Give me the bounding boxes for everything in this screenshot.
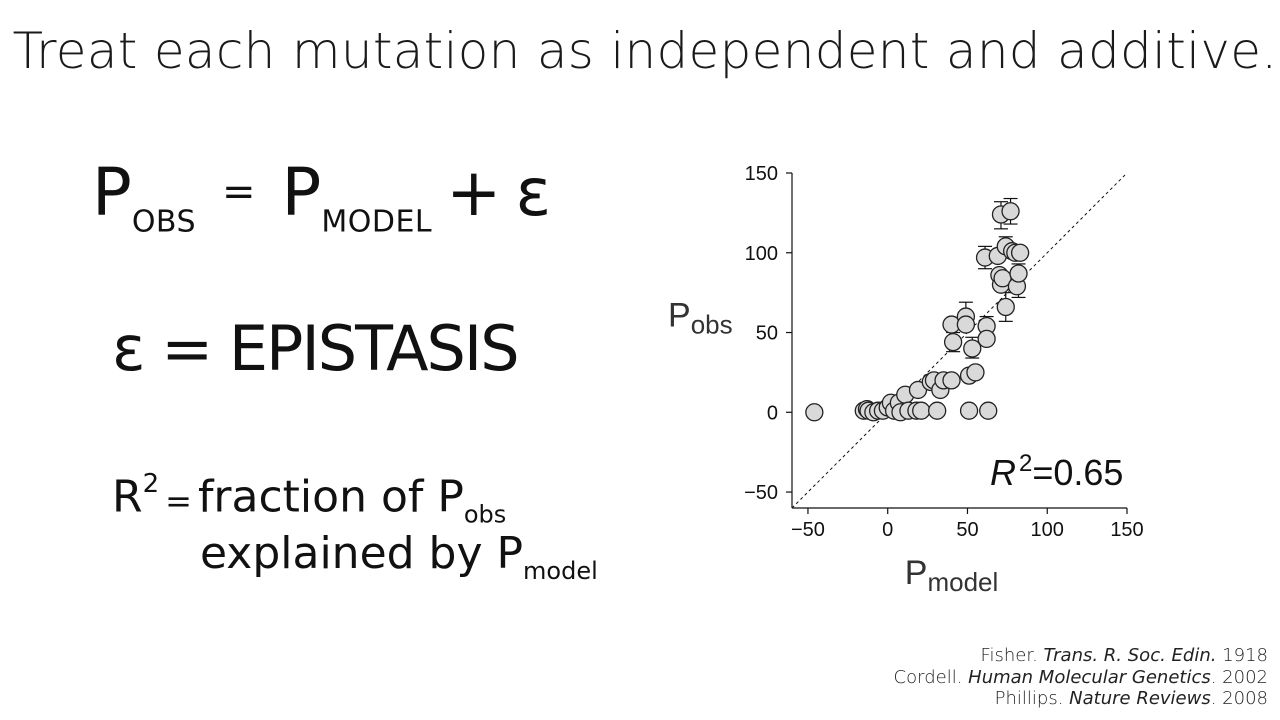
x-tick-label: 50 xyxy=(956,519,978,541)
data-point xyxy=(912,401,931,420)
data-point xyxy=(805,403,824,422)
model-subscript: MODEL xyxy=(321,204,433,240)
data-point xyxy=(1001,202,1020,221)
y-tick-label: 150 xyxy=(745,163,778,185)
x-tick-label: 100 xyxy=(1031,519,1064,541)
r-squared-annotation: R 2=0.65 xyxy=(990,450,1123,493)
y-tick-label: 100 xyxy=(745,243,778,265)
r-superscript: 2 xyxy=(142,469,160,499)
obs-subscript: OBS xyxy=(131,204,197,240)
r-symbol: R xyxy=(112,471,143,523)
data-point xyxy=(928,401,947,420)
y-tick-label: −50 xyxy=(744,482,778,504)
data-point xyxy=(943,332,963,352)
chart-axes: −50 0 50 100 150 −50 0 50 100 150 Pmodel Pobs xyxy=(668,163,1144,597)
data-point xyxy=(942,371,961,390)
p-symbol-model: P xyxy=(281,154,322,231)
slide-title: Treat each mutation as independent and a… xyxy=(12,22,1278,80)
reference-fisher: Fisher. Trans. R. Soc. Edin. 1918 xyxy=(980,645,1268,666)
x-tick-label: 0 xyxy=(882,519,893,541)
chart-marks: R 2=0.65 xyxy=(791,172,1128,509)
epsilon-symbol: ε xyxy=(515,154,552,231)
equation-epistasis: ε = EPISTASIS xyxy=(112,312,520,385)
fraction-text: fraction of P xyxy=(197,471,464,523)
equation-r-squared: R2 = fraction of Pobs explained by Pmodel xyxy=(112,469,598,585)
obs-subscript-lower: obs xyxy=(463,500,507,529)
equals-sign-small: = xyxy=(165,481,192,520)
model-subscript-lower: model xyxy=(523,556,598,585)
data-point xyxy=(956,315,976,334)
data-point xyxy=(1010,243,1030,262)
data-point xyxy=(977,329,996,349)
explained-text: explained by P xyxy=(200,527,524,579)
y-tick-label: 0 xyxy=(767,402,778,424)
x-tick-label: 150 xyxy=(1110,519,1143,541)
y-axis-label: Pobs xyxy=(668,297,733,340)
p-symbol: P xyxy=(92,154,132,231)
data-point xyxy=(979,401,998,420)
references: Fisher. Trans. R. Soc. Edin. 1918 Cordel… xyxy=(894,645,1268,710)
y-tick-label: 50 xyxy=(756,323,778,345)
x-tick-label: −50 xyxy=(791,519,825,541)
scatter-chart: −50 0 50 100 150 −50 0 50 100 150 Pmodel Pobs R 2=0.… xyxy=(668,163,1144,597)
data-point xyxy=(1009,264,1028,283)
data-point xyxy=(966,363,985,382)
data-point xyxy=(963,339,982,358)
explained-line: explained by Pmodel xyxy=(112,527,598,585)
equals-sign: = xyxy=(222,169,256,215)
x-axis-label: Pmodel xyxy=(905,554,999,597)
plus-sign: + xyxy=(446,154,502,231)
equation-pobs-pmodel: POBS= PMODEL + ε xyxy=(92,160,551,238)
data-point xyxy=(996,297,1015,317)
data-point xyxy=(959,401,979,420)
reference-cordell: Cordell. Human Molecular Genetics. 2002 xyxy=(893,666,1268,688)
reference-phillips: Phillips. Nature Reviews. 2008 xyxy=(994,688,1268,710)
